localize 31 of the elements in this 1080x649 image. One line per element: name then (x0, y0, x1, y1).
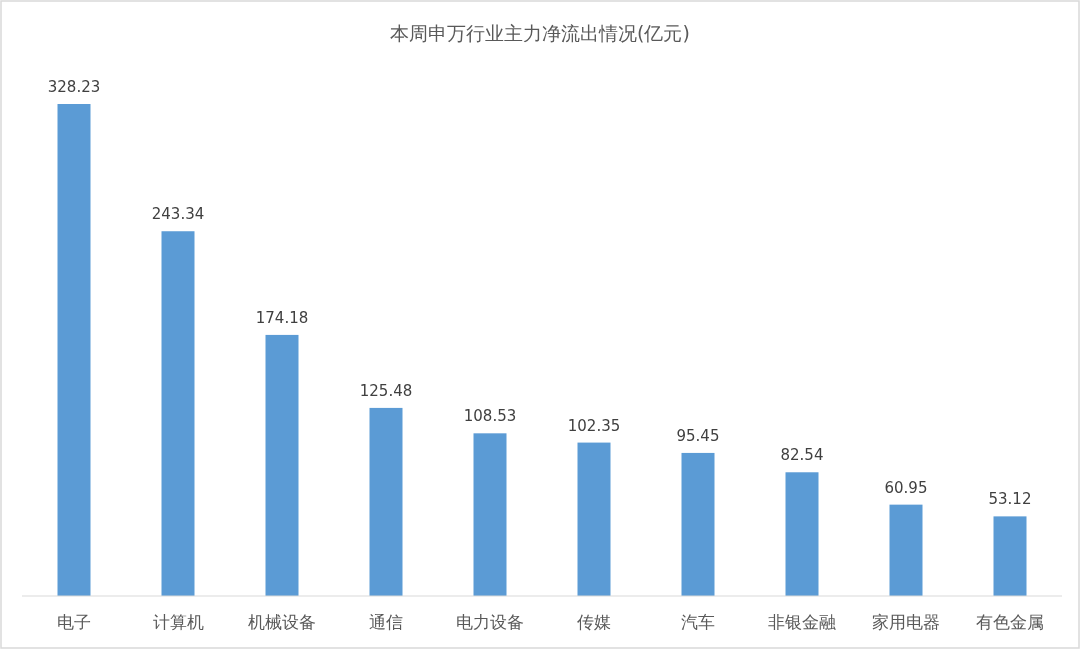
data-label: 102.35 (567, 416, 621, 435)
bar (161, 231, 195, 596)
x-tick-label: 传媒 (577, 612, 611, 632)
data-label: 125.48 (359, 381, 413, 400)
bar (577, 442, 611, 596)
data-label: 53.12 (988, 490, 1032, 509)
bar (785, 472, 819, 596)
bar (681, 452, 715, 596)
bar (57, 104, 91, 596)
data-label: 328.23 (47, 78, 101, 96)
x-tick-label: 电子 (57, 612, 91, 632)
data-label: 174.18 (255, 308, 309, 327)
data-label: 95.45 (676, 426, 720, 445)
data-label: 243.34 (151, 205, 205, 224)
bar (369, 407, 403, 596)
x-tick-label: 电力设备 (456, 612, 524, 632)
bar (889, 504, 923, 596)
x-tick-label: 机械设备 (248, 612, 316, 632)
data-label: 60.95 (884, 478, 928, 497)
x-tick-label: 有色金属 (976, 612, 1044, 632)
data-label: 82.54 (780, 446, 824, 465)
x-tick-label: 非银金融 (768, 612, 836, 632)
x-tick-label: 家用电器 (872, 612, 940, 632)
x-tick-label: 计算机 (152, 612, 204, 632)
bar (265, 334, 299, 596)
bar (993, 516, 1027, 596)
x-tick-label: 汽车 (681, 612, 715, 632)
x-tick-label: 通信 (369, 612, 403, 632)
chart-title: 本周申万行业主力净流出情况(亿元) (390, 22, 690, 44)
data-label: 108.53 (463, 407, 517, 426)
bar (473, 433, 507, 596)
